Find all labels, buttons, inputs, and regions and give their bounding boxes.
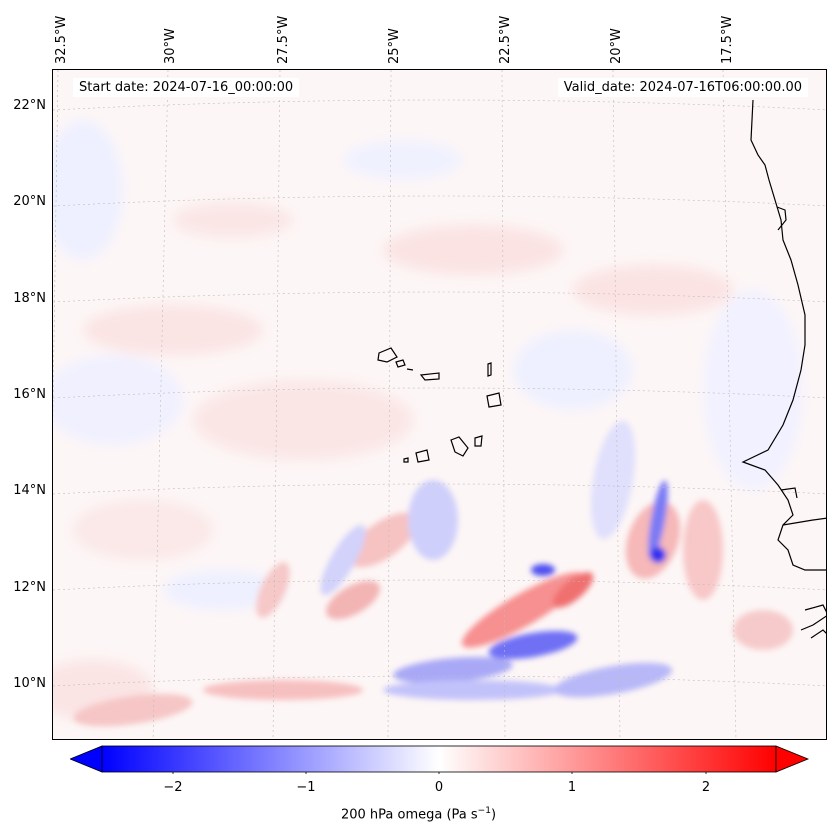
colorbar-tick-0: 0 <box>434 780 444 795</box>
lat-label-22N: 22°N <box>13 98 46 113</box>
lon-label-20W: 20°W <box>609 28 624 64</box>
omega-field-map <box>53 70 826 739</box>
colorbar-max-extend <box>775 745 810 773</box>
colorbar-graphic <box>68 745 810 776</box>
lon-label-27.5W: 27.5°W <box>276 15 291 64</box>
lon-label-32.5W: 32.5°W <box>54 15 69 64</box>
lat-label-10N: 10°N <box>13 676 46 691</box>
cape-verde-islands <box>377 347 502 463</box>
colorbar-gradient <box>101 745 777 773</box>
lat-label-18N: 18°N <box>13 291 46 306</box>
graticule <box>53 70 826 739</box>
lon-label-25W: 25°W <box>387 28 402 64</box>
coastline <box>741 99 826 639</box>
colorbar-tick-2: 2 <box>701 780 711 795</box>
colorbar-tick-neg1: −1 <box>296 780 316 795</box>
lat-label-14N: 14°N <box>13 483 46 498</box>
field-convective-structures <box>73 420 793 727</box>
lon-label-17.5W: 17.5°W <box>720 15 735 64</box>
valid-date-label: Valid_date: 2024-07-16T06:00:00.00 <box>557 78 808 97</box>
colorbar-label: 200 hPa omega (Pa s−1) <box>340 806 497 823</box>
lat-label-16N: 16°N <box>13 387 46 402</box>
map-panel[interactable]: Start date: 2024-07-16_00:00:00 Valid_da… <box>52 69 827 740</box>
lon-label-30W: 30°W <box>163 28 178 64</box>
colorbar-min-extend <box>68 745 103 773</box>
start-date-label: Start date: 2024-07-16_00:00:00 <box>73 78 300 97</box>
colorbar <box>68 744 810 776</box>
lat-label-12N: 12°N <box>13 580 46 595</box>
lat-label-20N: 20°N <box>13 194 46 209</box>
lon-label-22.5W: 22.5°W <box>498 15 513 64</box>
colorbar-tick-neg2: −2 <box>163 780 183 795</box>
colorbar-tick-1: 1 <box>567 780 577 795</box>
